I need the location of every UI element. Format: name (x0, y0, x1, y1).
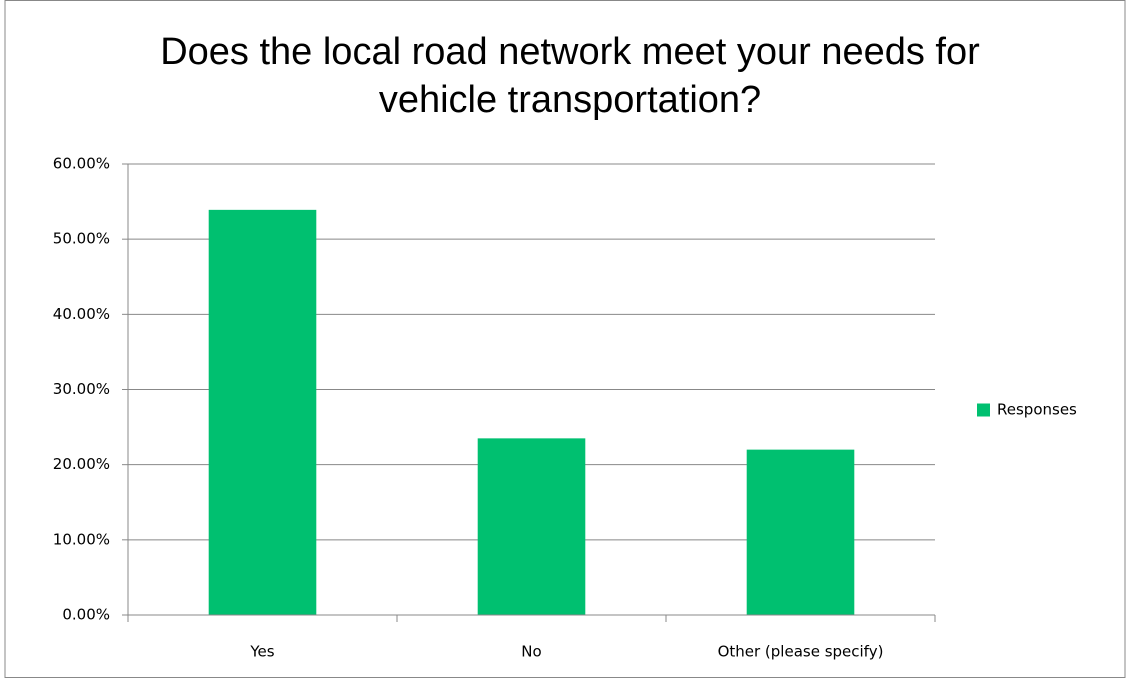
legend-label: Responses (997, 401, 1077, 419)
bar (477, 438, 586, 615)
y-tick-label: 30.00% (53, 380, 110, 398)
bar (746, 449, 855, 615)
y-tick-label: 10.00% (53, 530, 110, 548)
x-tick-label: No (521, 643, 541, 661)
chart-title: Does the local road network meet your ne… (160, 31, 980, 121)
y-tick-label: 50.00% (53, 230, 110, 248)
y-tick-label: 20.00% (53, 455, 110, 473)
y-tick-label: 0.00% (62, 606, 110, 624)
y-tick-label: 60.00% (53, 155, 110, 173)
bar (208, 209, 317, 615)
legend-swatch (977, 403, 990, 417)
x-tick-label: Other (please specify) (718, 643, 884, 661)
y-tick-label: 40.00% (53, 305, 110, 323)
x-tick-label: Yes (249, 643, 274, 661)
